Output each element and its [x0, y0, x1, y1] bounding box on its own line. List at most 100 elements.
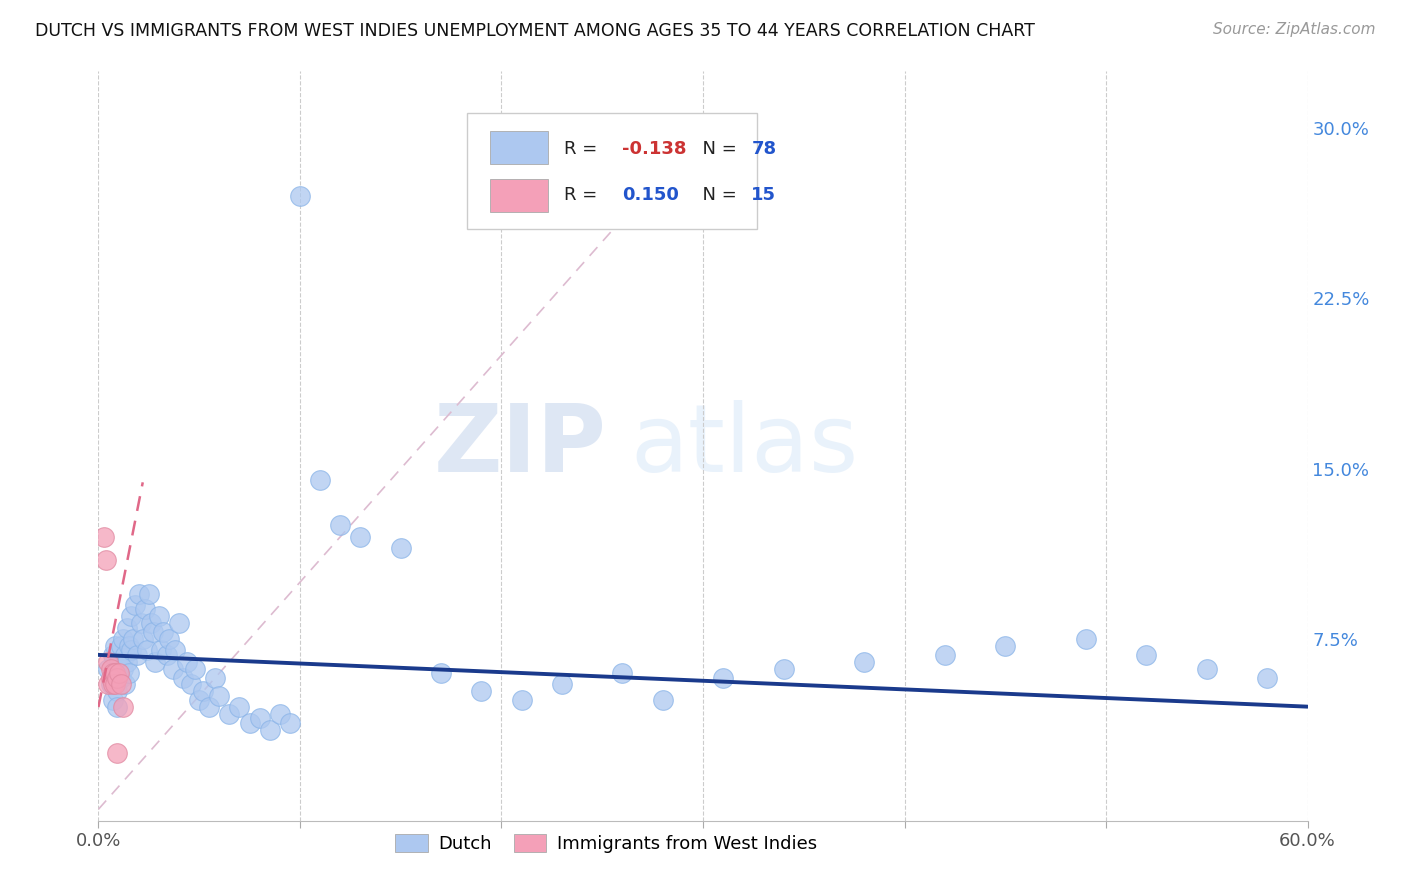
Point [105, 671, 128, 685]
Text: R =: R = [564, 139, 603, 158]
Point [101, 666, 124, 681]
Point [176, 655, 198, 669]
Text: atlas: atlas [630, 400, 859, 492]
Point [288, 189, 311, 203]
Point [184, 661, 207, 675]
Point [110, 639, 132, 653]
Point [389, 541, 412, 556]
Point [115, 621, 138, 635]
Text: N =: N = [690, 139, 742, 158]
Point [103, 666, 125, 681]
Text: 15: 15 [751, 186, 776, 204]
Point [101, 677, 124, 691]
Point [103, 639, 125, 653]
Point [180, 677, 202, 691]
Point [111, 700, 134, 714]
Text: -0.138: -0.138 [621, 139, 686, 158]
Legend: Dutch, Immigrants from West Indies: Dutch, Immigrants from West Indies [388, 827, 824, 860]
Point [118, 666, 141, 681]
Point [651, 693, 673, 707]
Point [128, 586, 150, 600]
Point [1074, 632, 1097, 646]
FancyBboxPatch shape [467, 112, 758, 228]
Point [97, 677, 120, 691]
Text: Source: ZipAtlas.com: Source: ZipAtlas.com [1212, 22, 1375, 37]
Point [100, 677, 122, 691]
Point [349, 530, 371, 544]
Point [259, 723, 281, 737]
Point [162, 661, 184, 675]
Point [100, 671, 122, 685]
Point [107, 666, 129, 681]
Point [1256, 671, 1278, 685]
Point [188, 693, 211, 707]
Point [1135, 648, 1157, 662]
Text: N =: N = [690, 186, 742, 204]
Point [149, 643, 172, 657]
Point [120, 609, 142, 624]
Point [93, 530, 115, 544]
Point [118, 639, 141, 653]
Point [510, 693, 533, 707]
Point [96, 552, 118, 566]
Point [711, 671, 734, 685]
Point [934, 648, 956, 662]
Point [470, 684, 492, 698]
Point [125, 648, 148, 662]
Point [152, 625, 174, 640]
Point [1195, 661, 1218, 675]
Point [120, 643, 142, 657]
Point [111, 661, 134, 675]
Point [114, 677, 136, 691]
Point [228, 700, 250, 714]
Point [163, 643, 186, 657]
Point [103, 666, 125, 681]
Point [97, 655, 120, 669]
Point [114, 648, 136, 662]
Point [105, 684, 128, 698]
Point [772, 661, 794, 675]
Point [218, 706, 240, 721]
Point [167, 616, 190, 631]
Point [115, 655, 138, 669]
Point [430, 666, 453, 681]
Point [101, 648, 124, 662]
Point [139, 616, 162, 631]
Point [100, 661, 122, 675]
Point [309, 473, 332, 487]
Point [994, 639, 1017, 653]
Text: DUTCH VS IMMIGRANTS FROM WEST INDIES UNEMPLOYMENT AMONG AGES 35 TO 44 YEARS CORR: DUTCH VS IMMIGRANTS FROM WEST INDIES UNE… [35, 22, 1035, 40]
FancyBboxPatch shape [491, 130, 548, 163]
Point [134, 602, 156, 616]
Point [172, 671, 194, 685]
Point [138, 586, 160, 600]
Point [612, 666, 634, 681]
Point [97, 661, 120, 675]
Point [103, 677, 125, 691]
Point [132, 632, 155, 646]
Text: ZIP: ZIP [433, 400, 606, 492]
Point [135, 643, 157, 657]
Point [208, 689, 231, 703]
FancyBboxPatch shape [491, 179, 548, 212]
Point [239, 716, 262, 731]
Point [110, 677, 132, 691]
Point [101, 693, 124, 707]
Point [129, 616, 152, 631]
Point [329, 518, 352, 533]
Point [105, 700, 128, 714]
Point [124, 598, 146, 612]
Point [111, 632, 134, 646]
Text: 78: 78 [751, 139, 776, 158]
Point [157, 632, 180, 646]
Point [853, 655, 876, 669]
Text: 0.150: 0.150 [621, 186, 679, 204]
Point [107, 655, 129, 669]
Point [142, 625, 165, 640]
Point [198, 700, 221, 714]
Point [143, 655, 166, 669]
Point [156, 648, 179, 662]
Point [107, 671, 129, 685]
Point [551, 677, 574, 691]
Point [249, 711, 271, 725]
